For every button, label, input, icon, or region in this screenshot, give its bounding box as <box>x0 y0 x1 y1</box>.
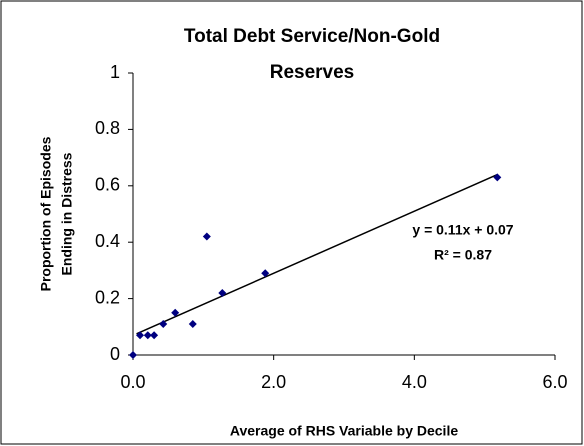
chart-title: Total Debt Service/Non-Gold <box>184 26 440 47</box>
y-axis-title: Ending in Distress <box>59 152 75 275</box>
data-point <box>202 232 211 241</box>
y-tick-label: 0 <box>110 344 120 364</box>
x-tick-label: 6.0 <box>542 372 567 392</box>
r-squared-label: R² = 0.87 <box>434 247 492 263</box>
data-point <box>150 331 159 340</box>
y-tick-label: 0.6 <box>95 175 120 195</box>
y-tick-label: 1 <box>110 62 120 82</box>
data-point <box>136 331 145 340</box>
data-point <box>143 331 152 340</box>
data-point <box>171 308 180 317</box>
y-tick-label: 0.2 <box>95 287 120 307</box>
x-tick-label: 0.0 <box>120 372 145 392</box>
y-axis-title: Proportion of Episodes <box>38 136 54 291</box>
data-point <box>493 173 502 182</box>
chart-title: Reserves <box>270 62 355 83</box>
data-point <box>188 319 197 328</box>
data-point <box>261 269 270 278</box>
trendline <box>136 173 498 335</box>
data-point <box>218 288 227 297</box>
y-tick-label: 0.4 <box>95 231 120 251</box>
x-tick-label: 4.0 <box>402 372 427 392</box>
y-tick-label: 0.8 <box>95 118 120 138</box>
data-point <box>129 351 137 359</box>
x-tick-label: 2.0 <box>261 372 286 392</box>
equation-label: y = 0.11x + 0.07 <box>412 222 513 238</box>
data-point <box>159 319 168 328</box>
x-axis-title: Average of RHS Variable by Decile <box>230 423 458 439</box>
